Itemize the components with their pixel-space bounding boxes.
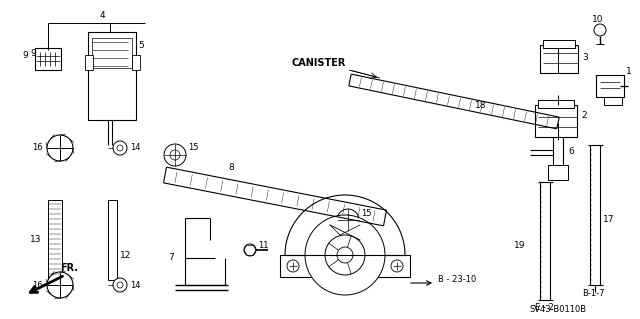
Bar [85, 55, 93, 70]
Text: 8: 8 [228, 164, 234, 173]
Circle shape [117, 282, 123, 288]
Text: 17: 17 [603, 216, 614, 225]
Circle shape [343, 215, 353, 225]
Bar [604, 97, 622, 105]
Circle shape [170, 150, 180, 160]
Bar [108, 200, 117, 280]
Bar [48, 200, 62, 280]
Text: 16: 16 [32, 280, 43, 290]
Text: 9: 9 [30, 48, 36, 57]
Text: 12: 12 [120, 250, 131, 259]
Text: 13: 13 [30, 235, 42, 244]
Text: 14: 14 [130, 280, 141, 290]
Text: 7: 7 [168, 254, 173, 263]
Text: FR.: FR. [60, 263, 78, 273]
Text: B - 23-10: B - 23-10 [438, 276, 476, 285]
Circle shape [47, 272, 73, 298]
Circle shape [391, 260, 403, 272]
Circle shape [287, 260, 299, 272]
Circle shape [305, 215, 385, 295]
Circle shape [337, 209, 359, 231]
Text: 2: 2 [581, 110, 587, 120]
Circle shape [325, 235, 365, 275]
Circle shape [47, 135, 73, 161]
Text: 16: 16 [32, 144, 43, 152]
Circle shape [594, 24, 606, 36]
Circle shape [164, 144, 186, 166]
Text: 14: 14 [130, 144, 141, 152]
Text: 15: 15 [188, 144, 198, 152]
Text: 11: 11 [258, 241, 269, 249]
Bar [538, 100, 574, 108]
Bar [280, 255, 410, 277]
Bar [132, 55, 140, 70]
Text: 1: 1 [626, 68, 632, 77]
Circle shape [113, 278, 127, 292]
Bar [596, 75, 624, 97]
Text: B-1-7: B-1-7 [582, 288, 605, 298]
Text: 15: 15 [361, 209, 371, 218]
Bar [548, 165, 568, 180]
Text: 5: 5 [138, 41, 144, 49]
Text: 6: 6 [568, 147, 573, 157]
Text: 4: 4 [100, 11, 106, 20]
Text: 10: 10 [592, 16, 604, 25]
Circle shape [244, 244, 256, 256]
Text: 19: 19 [513, 241, 525, 249]
Text: 3: 3 [582, 54, 588, 63]
Bar [92, 38, 132, 68]
Text: E - 2: E - 2 [535, 303, 554, 313]
Text: 18: 18 [475, 100, 486, 109]
Bar [535, 105, 577, 137]
Circle shape [113, 141, 127, 155]
Text: CANISTER: CANISTER [292, 58, 346, 68]
Circle shape [117, 145, 123, 151]
Text: 9: 9 [22, 50, 28, 60]
Text: SV43-B0110B: SV43-B0110B [530, 306, 587, 315]
Bar [88, 32, 136, 120]
Bar [543, 40, 575, 48]
Bar [540, 45, 578, 73]
Bar [35, 48, 61, 70]
Circle shape [337, 247, 353, 263]
